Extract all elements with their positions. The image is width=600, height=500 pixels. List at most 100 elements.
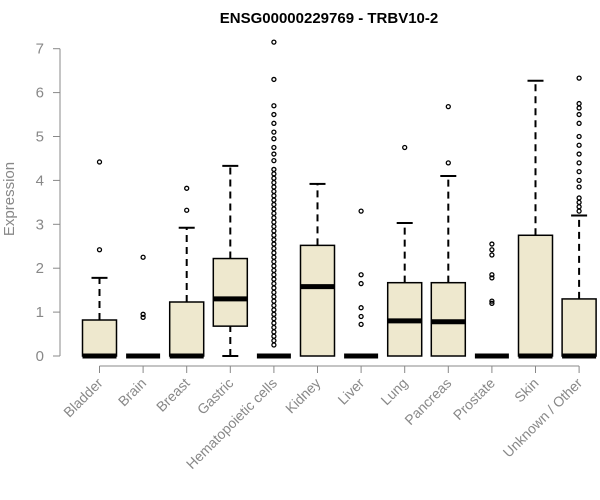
outlier-point — [271, 267, 277, 274]
outlier-point — [271, 280, 277, 287]
outlier-point — [271, 311, 277, 317]
outlier-point — [271, 316, 277, 322]
box-prostate — [474, 241, 509, 359]
box-liver — [344, 208, 379, 359]
outlier-point — [271, 250, 277, 256]
outlier-point — [271, 258, 277, 265]
outlier-point — [576, 204, 582, 210]
x-tick-label: Liver — [334, 375, 367, 408]
y-tick-label: 4 — [36, 172, 44, 189]
x-tick-label: Lung — [377, 375, 410, 408]
outlier-point — [271, 237, 277, 243]
outlier-point — [271, 171, 277, 177]
y-tick-label: 1 — [36, 304, 44, 321]
outlier-point — [271, 320, 277, 326]
outlier-point — [489, 272, 495, 278]
x-tick-label: Bladder — [60, 375, 106, 421]
outlier-point — [489, 241, 495, 247]
outlier-point — [576, 142, 582, 148]
outlier-point — [271, 179, 277, 186]
box-hematopoietic-cells — [256, 39, 291, 359]
outlier-point — [489, 298, 495, 304]
outlier-point — [271, 289, 277, 295]
y-tick-label: 7 — [36, 41, 44, 58]
outlier-point — [402, 144, 408, 151]
y-tick-label: 5 — [36, 129, 44, 146]
outlier-point — [271, 210, 277, 216]
outlier-point — [271, 232, 277, 238]
x-tick-label: Brain — [115, 375, 149, 409]
box-unknown-other — [561, 75, 597, 359]
outlier-point — [271, 206, 277, 212]
box-lung — [386, 144, 423, 357]
outlier-point — [576, 199, 582, 206]
y-tick-label: 3 — [36, 216, 44, 233]
outlier-point — [271, 111, 277, 118]
outlier-point — [271, 263, 277, 269]
outlier-point — [576, 120, 582, 126]
outlier-point — [96, 247, 103, 253]
outlier-point — [271, 241, 277, 247]
x-tick-label: Gastric — [194, 375, 237, 418]
outlier-point — [576, 208, 582, 214]
outlier-point — [271, 342, 277, 348]
outlier-point — [358, 280, 364, 287]
outlier-point — [489, 275, 495, 281]
box-body — [517, 234, 554, 357]
outlier-point — [271, 223, 277, 230]
outlier-point — [576, 75, 582, 81]
box-body — [212, 257, 249, 327]
outlier-point — [576, 168, 582, 175]
outlier-point — [271, 337, 277, 344]
box-body — [299, 244, 336, 357]
outlier-point — [489, 300, 495, 306]
outlier-point — [271, 166, 277, 173]
outlier-point — [271, 197, 277, 203]
outlier-point — [358, 305, 364, 311]
outlier-point — [271, 324, 277, 331]
outlier-point — [271, 103, 277, 109]
outlier-point — [358, 321, 364, 328]
y-tick-label: 0 — [36, 348, 44, 365]
box-pancreas — [430, 103, 467, 357]
outlier-point — [271, 228, 277, 234]
x-tick-label: Breast — [153, 375, 193, 415]
outlier-point — [576, 111, 582, 118]
y-tick-label: 2 — [36, 260, 44, 277]
box-bladder — [81, 159, 118, 359]
chart-title: ENSG00000229769 - TRBV10-2 — [220, 10, 438, 27]
outlier-point — [358, 208, 364, 214]
outlier-point — [140, 314, 146, 321]
outlier-point — [271, 272, 277, 278]
outlier-point — [184, 185, 190, 191]
box-skin — [517, 79, 554, 359]
x-tick-label: Prostate — [450, 375, 498, 423]
box-kidney — [299, 182, 336, 357]
box-body — [561, 298, 597, 357]
outlier-point — [489, 252, 495, 258]
outlier-point — [576, 160, 582, 166]
outlier-point — [271, 151, 277, 157]
x-tick-label: Skin — [511, 375, 542, 406]
outlier-point — [271, 329, 277, 335]
outlier-point — [271, 76, 277, 83]
x-tick-label: Unknown / Other — [500, 375, 586, 461]
outlier-point — [140, 254, 146, 260]
outlier-point — [271, 39, 277, 45]
outlier-point — [271, 254, 277, 260]
y-tick-label: 6 — [36, 85, 44, 102]
outlier-point — [358, 313, 364, 320]
outlier-point — [445, 103, 451, 110]
outlier-point — [271, 307, 277, 313]
outlier-point — [271, 136, 277, 142]
outlier-point — [271, 219, 277, 225]
outlier-point — [271, 175, 277, 181]
x-tick-label: Kidney — [282, 375, 324, 417]
y-axis: 0 1 2 3 4 5 6 7 — [36, 41, 61, 365]
outlier-point — [271, 129, 277, 135]
outlier-point — [271, 245, 277, 252]
outlier-point — [271, 285, 277, 291]
box-breast — [168, 185, 205, 359]
